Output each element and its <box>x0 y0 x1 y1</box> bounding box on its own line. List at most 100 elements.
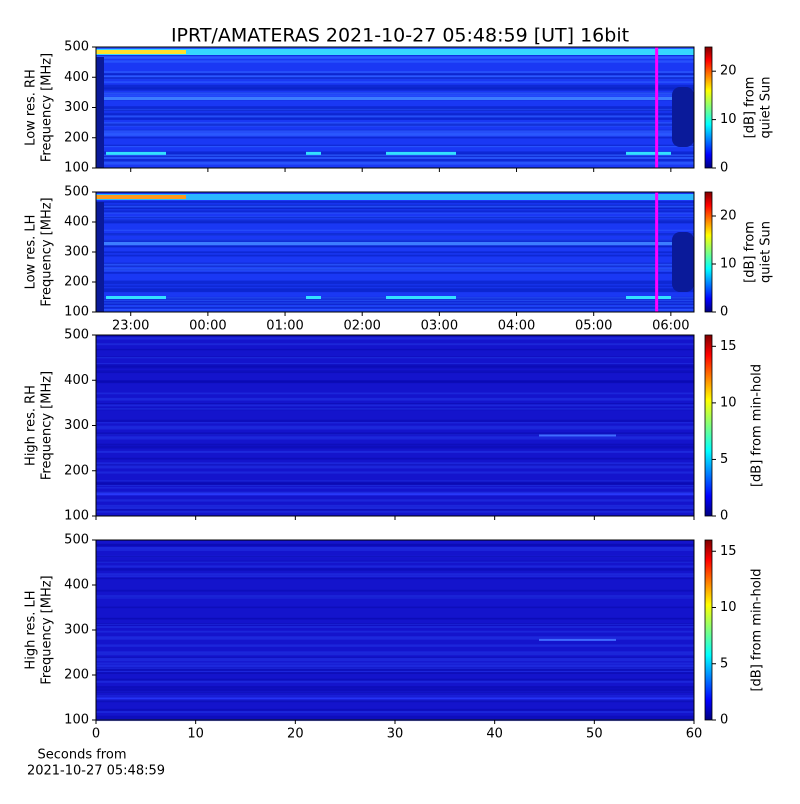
colorbar-tick-label: 10 <box>720 112 737 127</box>
spectrogram-band <box>626 151 671 155</box>
time-marker <box>655 47 659 168</box>
y-tick-label: 500 <box>64 185 89 200</box>
y-tick-label: 100 <box>64 161 89 176</box>
spectrogram-streak <box>96 122 694 125</box>
spectrogram-streak <box>96 251 694 254</box>
time-marker <box>655 192 659 312</box>
spectrogram-streak <box>96 73 694 76</box>
colorbar-tick-label: 20 <box>720 209 737 224</box>
spectrogram-streak <box>96 427 694 430</box>
spectrogram-streak <box>96 210 694 213</box>
colorbar <box>704 334 713 517</box>
spectrogram-streak <box>96 302 694 306</box>
spectrogram-streak <box>96 717 694 719</box>
spectrogram-streak <box>96 84 694 88</box>
spectrogram-streak <box>96 229 694 231</box>
x-axis-label: 2021-10-27 05:48:59 <box>27 764 165 779</box>
spectrogram-streak <box>96 399 694 401</box>
spectrogram-streak <box>96 364 694 367</box>
spectrogram-streak <box>96 425 694 428</box>
spectrogram-streak <box>96 509 694 512</box>
x-tick-label: 40 <box>486 727 503 742</box>
y-tick-label: 200 <box>64 275 89 290</box>
spectrogram-streak <box>96 371 694 374</box>
spectrogram-streak <box>96 659 694 662</box>
spectrogram-streak <box>96 337 694 340</box>
spectrogram-band <box>386 296 456 299</box>
spectrogram-streak <box>96 302 694 304</box>
spectrogram-band <box>96 195 186 199</box>
spectrogram-streak <box>96 381 694 383</box>
spectrogram-streak <box>96 60 694 63</box>
spectrogram-streak <box>96 462 694 465</box>
spectrogram-streak <box>96 216 694 219</box>
spectrogram-streak <box>96 356 694 359</box>
spectrogram-band <box>96 697 694 700</box>
x-tick-label: 20 <box>287 727 304 742</box>
spectrogram-streak <box>96 695 694 697</box>
spectrogram-streak <box>96 123 694 126</box>
spectrogram-streak <box>96 299 694 302</box>
spectrogram-streak <box>96 651 694 654</box>
spectrogram-streak <box>96 115 694 118</box>
spectrogram-streak <box>96 116 694 120</box>
spectrogram-streak <box>96 665 694 668</box>
spectrogram-streak <box>96 212 694 214</box>
spectrogram-streak <box>96 668 694 672</box>
spectrogram-streak <box>96 335 694 338</box>
colorbar-label: [dB] from min-hold <box>750 568 765 691</box>
spectrogram-streak <box>96 568 694 571</box>
spectrogram-streak <box>96 688 694 691</box>
spectrogram-streak <box>96 201 694 204</box>
spectrogram-streak <box>96 363 694 365</box>
spectrogram-streak <box>96 72 694 75</box>
spectrogram-band <box>96 194 694 200</box>
spectrogram-streak <box>96 715 694 718</box>
y-tick-label: 100 <box>64 713 89 728</box>
spectrogram-band <box>539 434 616 437</box>
spectrogram-streak <box>96 92 694 95</box>
spectrogram-edge <box>672 87 694 147</box>
spectrogram-streak <box>96 71 694 74</box>
spectrogram-streak <box>96 134 694 137</box>
spectrogram-streak <box>96 109 694 112</box>
colorbar-tick-label: 10 <box>720 257 737 272</box>
spectrogram-streak <box>96 81 694 83</box>
spectrogram-streak <box>96 504 694 507</box>
spectrogram-edge <box>96 57 104 168</box>
spectrogram-streak <box>96 485 694 487</box>
spectrogram-streak <box>96 644 694 647</box>
spectrogram-streak <box>96 56 694 59</box>
spectrogram-band <box>96 49 694 55</box>
y-tick-label: 500 <box>64 40 89 55</box>
spectrogram-streak <box>96 471 694 474</box>
spectrogram-band <box>106 296 166 299</box>
colorbar-tick-label: 5 <box>720 452 728 467</box>
y-axis-label: Frequency [MHz] <box>40 197 55 306</box>
colorbar-label: [dB] from min-hold <box>750 364 765 487</box>
figure-title: IPRT/AMATERAS 2021-10-27 05:48:59 [UT] 1… <box>171 25 629 47</box>
y-axis-label: Low res. RH <box>24 69 39 146</box>
colorbar-tick-label: 10 <box>720 600 737 615</box>
y-tick-label: 200 <box>64 463 89 478</box>
y-tick-label: 400 <box>64 578 89 593</box>
spectrogram-background <box>96 335 694 516</box>
spectrogram-streak <box>96 652 694 655</box>
y-tick-label: 400 <box>64 70 89 85</box>
spectrogram-streak <box>96 306 694 309</box>
spectrogram-streak <box>96 47 694 50</box>
spectrogram-streak <box>96 491 694 494</box>
spectrogram-streak <box>96 282 694 285</box>
colorbar-label: quiet Sun <box>759 221 774 283</box>
spectrogram-streak <box>96 370 694 372</box>
spectrogram-streak <box>96 678 694 681</box>
spectrogram-streak <box>96 623 694 625</box>
spectrogram-band <box>96 242 694 245</box>
spectrogram-streak <box>96 573 694 576</box>
spectrogram-streak <box>96 708 694 711</box>
colorbar-tick-label: 0 <box>720 305 728 320</box>
spectrogram <box>96 192 694 313</box>
spectrogram-streak <box>96 595 694 598</box>
spectrogram-streak <box>96 265 694 267</box>
spectrogram-streak <box>96 662 694 665</box>
